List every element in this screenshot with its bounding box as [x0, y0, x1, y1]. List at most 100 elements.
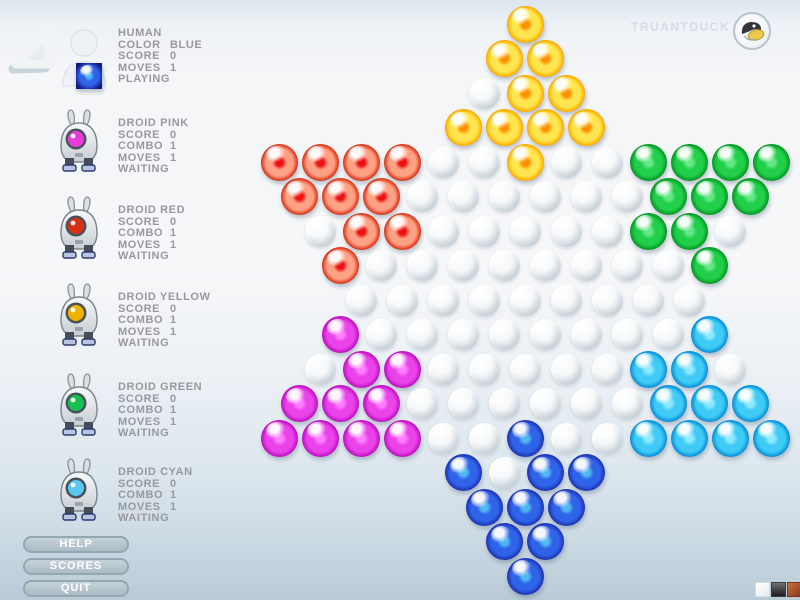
board-hole[interactable]: [345, 284, 377, 316]
board-hole[interactable]: [530, 250, 561, 281]
marble-blue[interactable]: [506, 557, 544, 595]
board-hole[interactable]: [550, 353, 582, 385]
board-hole[interactable]: [612, 181, 643, 212]
board-hole[interactable]: [468, 77, 500, 109]
board-hole[interactable]: [653, 319, 684, 350]
marble-yellow[interactable]: [506, 74, 544, 112]
board-hole[interactable]: [571, 250, 602, 281]
marble-blue[interactable]: [506, 488, 544, 526]
marble-cyan[interactable]: [752, 419, 790, 457]
marble-green[interactable]: [711, 143, 749, 181]
marble-magenta[interactable]: [383, 350, 421, 388]
board-hole[interactable]: [468, 215, 500, 247]
marble-green[interactable]: [629, 212, 667, 250]
board-hole[interactable]: [509, 353, 541, 385]
marble-yellow[interactable]: [527, 40, 564, 77]
marble-yellow[interactable]: [568, 109, 605, 146]
marble-magenta[interactable]: [260, 419, 298, 457]
marble-yellow[interactable]: [506, 143, 544, 181]
marble-green[interactable]: [691, 247, 728, 284]
marble-red[interactable]: [322, 247, 359, 284]
marble-red[interactable]: [383, 143, 421, 181]
board-hole[interactable]: [591, 215, 623, 247]
help-button[interactable]: HELP: [23, 536, 129, 553]
board-hole[interactable]: [714, 215, 746, 247]
board-hole[interactable]: [427, 215, 459, 247]
board-hole[interactable]: [550, 215, 582, 247]
marble-green[interactable]: [629, 143, 667, 181]
marble-magenta[interactable]: [322, 385, 359, 422]
marble-cyan[interactable]: [711, 419, 749, 457]
marble-yellow[interactable]: [527, 109, 564, 146]
marble-yellow[interactable]: [486, 40, 523, 77]
board-hole[interactable]: [448, 181, 479, 212]
marble-red[interactable]: [383, 212, 421, 250]
board-hole[interactable]: [489, 181, 520, 212]
board-hole[interactable]: [509, 284, 541, 316]
marble-blue[interactable]: [465, 488, 503, 526]
marble-magenta[interactable]: [301, 419, 339, 457]
board-hole[interactable]: [653, 250, 684, 281]
board-hole[interactable]: [612, 250, 643, 281]
board-hole[interactable]: [427, 353, 459, 385]
marble-blue[interactable]: [506, 419, 544, 457]
marble-cyan[interactable]: [732, 385, 769, 422]
marble-magenta[interactable]: [281, 385, 318, 422]
board-hole[interactable]: [612, 319, 643, 350]
marble-magenta[interactable]: [363, 385, 400, 422]
marble-yellow[interactable]: [445, 109, 482, 146]
marble-yellow[interactable]: [547, 74, 585, 112]
theme-swatch-black[interactable]: [771, 582, 786, 597]
marble-magenta[interactable]: [322, 316, 359, 353]
marble-green[interactable]: [670, 212, 708, 250]
marble-magenta[interactable]: [342, 419, 380, 457]
board-hole[interactable]: [509, 215, 541, 247]
marble-blue[interactable]: [547, 488, 585, 526]
board-hole[interactable]: [571, 388, 602, 419]
marble-blue[interactable]: [527, 454, 564, 491]
board-hole[interactable]: [427, 146, 459, 178]
triangle-button[interactable]: [6, 25, 60, 77]
marble-cyan[interactable]: [629, 350, 667, 388]
marble-yellow[interactable]: [486, 109, 523, 146]
marble-cyan[interactable]: [670, 350, 708, 388]
board-hole[interactable]: [427, 422, 459, 454]
board-hole[interactable]: [571, 319, 602, 350]
board-hole[interactable]: [468, 146, 500, 178]
board-hole[interactable]: [489, 250, 520, 281]
board-hole[interactable]: [468, 284, 500, 316]
board-hole[interactable]: [386, 284, 418, 316]
board-hole[interactable]: [407, 388, 438, 419]
marble-green[interactable]: [691, 178, 728, 215]
board-hole[interactable]: [468, 353, 500, 385]
board-hole[interactable]: [530, 319, 561, 350]
board-hole[interactable]: [550, 146, 582, 178]
marble-blue[interactable]: [527, 523, 564, 560]
board-hole[interactable]: [407, 250, 438, 281]
board-hole[interactable]: [407, 181, 438, 212]
theme-swatch-rust[interactable]: [787, 582, 800, 597]
marble-cyan[interactable]: [650, 385, 687, 422]
marble-green[interactable]: [732, 178, 769, 215]
board-hole[interactable]: [448, 319, 479, 350]
marble-red[interactable]: [322, 178, 359, 215]
marble-blue[interactable]: [486, 523, 523, 560]
board-hole[interactable]: [448, 250, 479, 281]
board-hole[interactable]: [571, 181, 602, 212]
board-hole[interactable]: [550, 284, 582, 316]
marble-cyan[interactable]: [670, 419, 708, 457]
board-hole[interactable]: [591, 422, 623, 454]
board-hole[interactable]: [714, 353, 746, 385]
board-hole[interactable]: [489, 388, 520, 419]
marble-green[interactable]: [650, 178, 687, 215]
marble-red[interactable]: [342, 212, 380, 250]
board-hole[interactable]: [612, 388, 643, 419]
board-hole[interactable]: [530, 181, 561, 212]
marble-blue[interactable]: [568, 454, 605, 491]
marble-red[interactable]: [281, 178, 318, 215]
marble-cyan[interactable]: [629, 419, 667, 457]
marble-magenta[interactable]: [342, 350, 380, 388]
marble-red[interactable]: [363, 178, 400, 215]
board-hole[interactable]: [427, 284, 459, 316]
board-hole[interactable]: [489, 319, 520, 350]
